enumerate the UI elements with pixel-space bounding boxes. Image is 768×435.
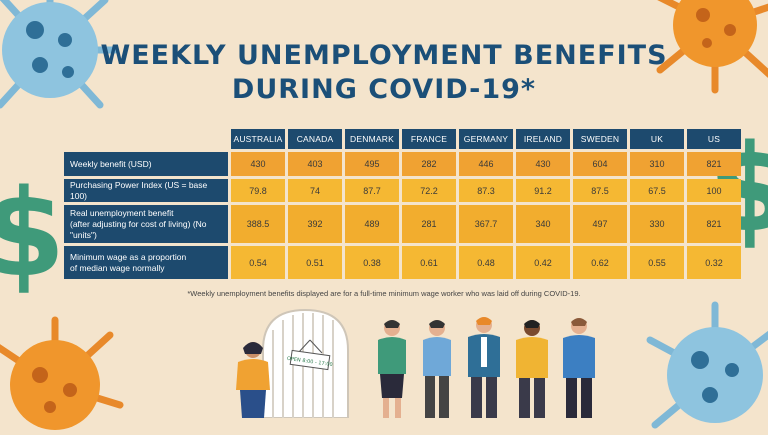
person-icon (516, 320, 548, 418)
table-cell: 100 (687, 179, 741, 202)
table-cell: 67.5 (630, 179, 684, 202)
table-cell: 74 (288, 179, 342, 202)
table-cell: 403 (288, 152, 342, 176)
page-title: WEEKLY UNEMPLOYMENT BENEFITS (100, 40, 668, 71)
row-label: Weekly benefit (USD) (64, 152, 228, 176)
table-cell: 388.5 (231, 205, 285, 243)
person-icon (423, 320, 451, 418)
svg-text:$: $ (0, 165, 62, 295)
column-header: CANADA (288, 129, 342, 149)
column-header: UK (630, 129, 684, 149)
row-label: Minimum wage as a proportion of median w… (64, 246, 228, 279)
column-header: US (687, 129, 741, 149)
table-cell: 430 (231, 152, 285, 176)
table-cell: 0.38 (345, 246, 399, 279)
table-cell: 87.5 (573, 179, 627, 202)
table-cell: 0.32 (687, 246, 741, 279)
page-subtitle: DURING COVID-19* (231, 74, 537, 105)
table-row: Weekly benefit (USD) 430 403 495 282 446… (64, 152, 741, 176)
table-cell: 489 (345, 205, 399, 243)
virus-icon (656, 0, 768, 94)
virus-icon (646, 301, 768, 429)
virus-icon (0, 316, 124, 430)
table-cell: 0.55 (630, 246, 684, 279)
table-cell: 392 (288, 205, 342, 243)
table-cell: 604 (573, 152, 627, 176)
table-row: Purchasing Power Index (US = base 100) 7… (64, 179, 741, 202)
table-cell: 446 (459, 152, 513, 176)
dollar-sign-icon: $ (0, 165, 62, 295)
table-cell: 495 (345, 152, 399, 176)
door-icon: OPEN 8:00 - 17:00 (262, 308, 349, 418)
table-header-row: AUSTRALIA CANADA DENMARK FRANCE GERMANY … (64, 129, 741, 149)
column-header: GERMANY (459, 129, 513, 149)
table-cell: 87.3 (459, 179, 513, 202)
row-label-line: of median wage normally (70, 262, 165, 273)
footnote: *Weekly unemployment benefits displayed … (187, 289, 581, 298)
column-header: AUSTRALIA (231, 129, 285, 149)
table-cell: 79.8 (231, 179, 285, 202)
table-cell: 0.62 (573, 246, 627, 279)
row-label-line: (after adjusting for cost of living) (No… (70, 218, 207, 240)
table-cell: 72.2 (402, 179, 456, 202)
table-cell: 497 (573, 205, 627, 243)
row-label: Real unemployment benefit (after adjusti… (64, 205, 228, 243)
table-cell: 821 (687, 152, 741, 176)
table-corner (64, 129, 228, 149)
row-label-line: Real unemployment benefit (70, 207, 174, 218)
table-cell: 281 (402, 205, 456, 243)
table-cell: 367.7 (459, 205, 513, 243)
column-header: SWEDEN (573, 129, 627, 149)
table-cell: 282 (402, 152, 456, 176)
person-icon (236, 342, 270, 418)
table-cell: 0.51 (288, 246, 342, 279)
table-cell: 0.54 (231, 246, 285, 279)
table-row: Real unemployment benefit (after adjusti… (64, 205, 741, 243)
person-icon (468, 317, 500, 418)
table-row: Minimum wage as a proportion of median w… (64, 246, 741, 279)
column-header: DENMARK (345, 129, 399, 149)
row-label-line: Minimum wage as a proportion (70, 251, 187, 262)
table-cell: 87.7 (345, 179, 399, 202)
table-cell: 91.2 (516, 179, 570, 202)
virus-icon (0, 0, 119, 109)
column-header: IRELAND (516, 129, 570, 149)
row-label: Purchasing Power Index (US = base 100) (64, 179, 228, 202)
table-cell: 0.42 (516, 246, 570, 279)
column-header: FRANCE (402, 129, 456, 149)
table-cell: 330 (630, 205, 684, 243)
benefits-table: AUSTRALIA CANADA DENMARK FRANCE GERMANY … (61, 126, 744, 282)
table-cell: 0.48 (459, 246, 513, 279)
table-cell: 340 (516, 205, 570, 243)
person-icon (378, 320, 406, 418)
table-cell: 821 (687, 205, 741, 243)
table-cell: 0.61 (402, 246, 456, 279)
person-icon (563, 318, 595, 418)
table-cell: 430 (516, 152, 570, 176)
table-cell: 310 (630, 152, 684, 176)
